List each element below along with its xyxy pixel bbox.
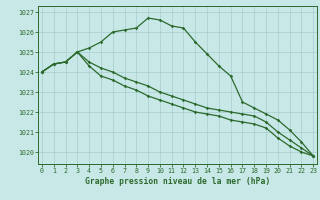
X-axis label: Graphe pression niveau de la mer (hPa): Graphe pression niveau de la mer (hPa) (85, 177, 270, 186)
